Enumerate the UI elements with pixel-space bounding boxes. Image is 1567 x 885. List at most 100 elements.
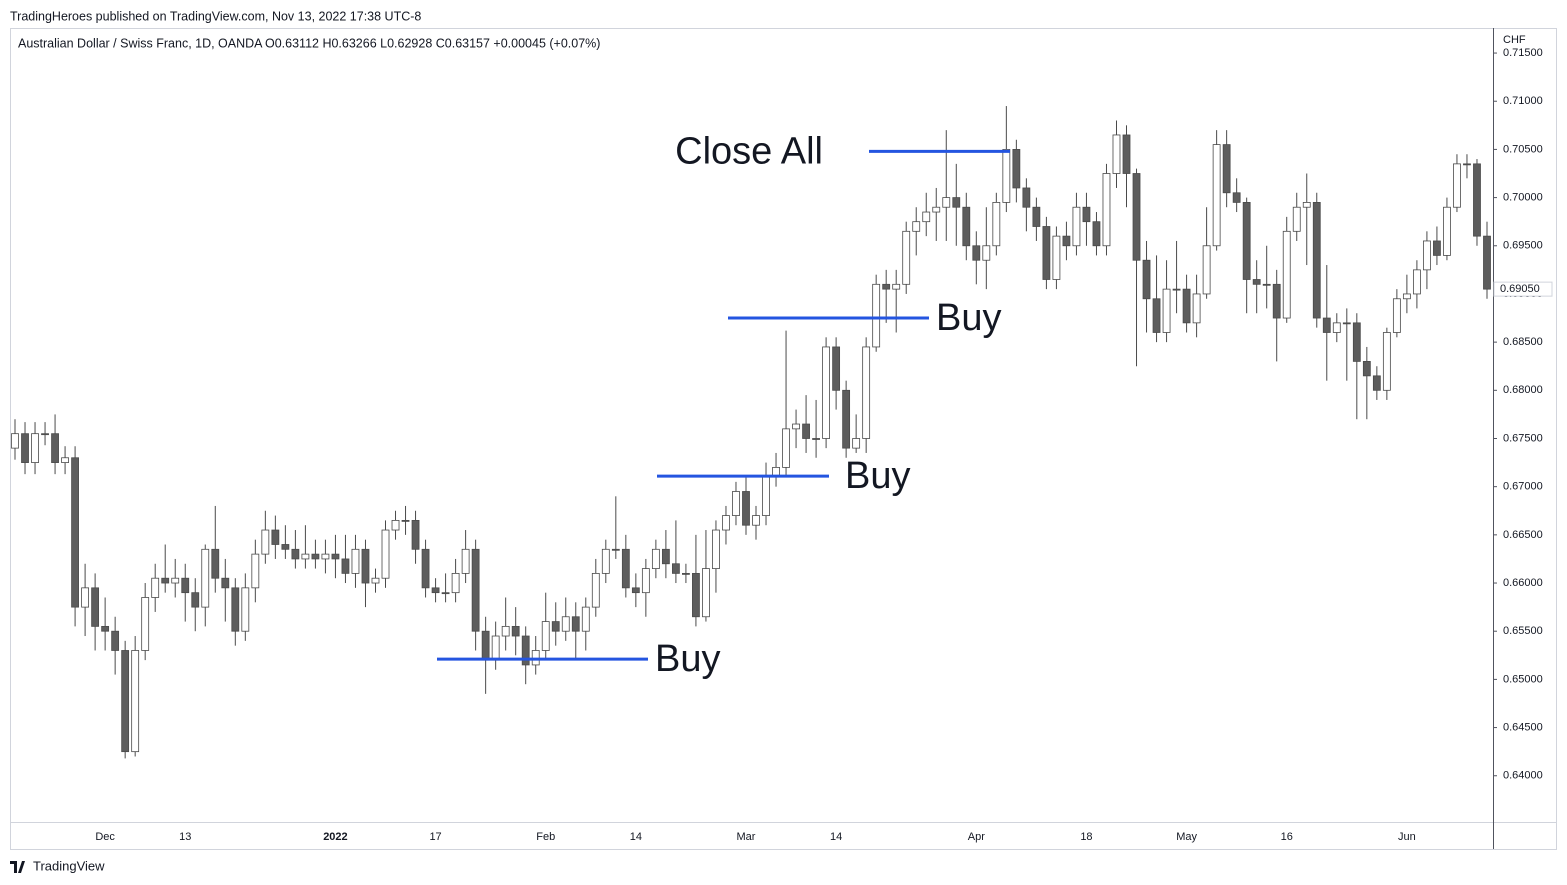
- candle-body: [61, 457, 69, 463]
- y-tick-label: 0.65000: [1503, 673, 1543, 685]
- candle-body: [762, 476, 770, 516]
- candle-body: [842, 389, 851, 449]
- candle-body: [1433, 240, 1441, 256]
- y-tick-label: 0.67000: [1503, 481, 1543, 493]
- candle-body: [822, 346, 831, 439]
- candle-body: [141, 597, 150, 651]
- candle-body: [291, 548, 300, 560]
- candle-body: [561, 616, 570, 632]
- footer: TradingView: [33, 858, 105, 873]
- x-tick-label: 14: [630, 831, 642, 843]
- candle-body: [1192, 293, 1201, 324]
- candle-body: [51, 433, 59, 463]
- candle-body: [1352, 322, 1361, 362]
- candle-body: [571, 616, 580, 632]
- candle-body: [912, 221, 921, 232]
- y-tick-label: 0.66000: [1503, 577, 1543, 589]
- x-tick-label: Jun: [1398, 831, 1416, 843]
- candle-body: [31, 433, 39, 463]
- candle-body: [371, 577, 380, 584]
- candle-body: [41, 433, 49, 436]
- y-tick-label: 0.71000: [1503, 95, 1543, 107]
- candle-body: [1002, 149, 1011, 203]
- candle-body: [581, 606, 590, 632]
- candle-body: [712, 529, 720, 569]
- candle-body: [1132, 173, 1141, 261]
- candle-body: [231, 587, 240, 632]
- candle-body: [1282, 230, 1291, 319]
- chart-title: Australian Dollar / Swiss Franc, 1D, OAN…: [18, 36, 263, 50]
- candle-body: [1162, 288, 1171, 333]
- candle-body: [471, 548, 480, 632]
- y-tick-label: 0.69500: [1503, 240, 1543, 252]
- candle-body: [631, 587, 640, 594]
- candle-body: [1302, 202, 1311, 208]
- candle-body: [451, 572, 460, 594]
- x-tick-label: 2022: [323, 831, 347, 843]
- candle-body: [812, 438, 820, 440]
- candle-body: [221, 577, 230, 589]
- candle-body: [161, 577, 170, 584]
- candle-body: [381, 529, 390, 579]
- candle-body: [1402, 293, 1411, 300]
- candle-body: [782, 428, 790, 468]
- candle-body: [962, 206, 971, 247]
- candle-body: [1052, 235, 1061, 280]
- candle-body: [1392, 298, 1401, 333]
- candle-body: [661, 548, 670, 565]
- candle-body: [1092, 221, 1101, 247]
- candle-body: [431, 587, 440, 594]
- x-tick-label: Dec: [95, 831, 115, 843]
- candle-body: [872, 283, 881, 348]
- candle-body: [1372, 375, 1381, 391]
- annotation-text: Buy: [655, 638, 720, 680]
- candle-body: [1412, 269, 1421, 295]
- annotation-text: Buy: [936, 297, 1001, 339]
- candle-body: [1453, 163, 1461, 208]
- y-tick-label: 0.64500: [1503, 721, 1543, 733]
- ohlc-legend: O0.63112 H0.63266 L0.62928 C0.63157 +0.0…: [265, 36, 600, 50]
- candle-body: [1152, 298, 1161, 333]
- candle-body: [591, 572, 600, 608]
- y-tick-label: 0.70500: [1503, 143, 1543, 155]
- candle-body: [81, 587, 90, 608]
- candle-body: [862, 346, 871, 439]
- y-tick-label: 0.70000: [1503, 191, 1543, 203]
- candle-body: [852, 438, 861, 449]
- candle-body: [982, 245, 991, 261]
- candle-body: [1112, 134, 1121, 174]
- candle-body: [621, 548, 630, 589]
- candle-body: [111, 630, 120, 651]
- y-tick-label: 0.65500: [1503, 625, 1543, 637]
- x-tick-label: 16: [1281, 831, 1293, 843]
- candle-body: [91, 587, 100, 627]
- candle-body: [1272, 283, 1281, 319]
- candle-body: [1312, 202, 1321, 319]
- candle-body: [671, 563, 680, 574]
- candle-body: [321, 553, 330, 560]
- candle-body: [882, 283, 891, 290]
- candle-body: [551, 621, 560, 632]
- candle-body: [1182, 288, 1191, 324]
- candle-body: [251, 553, 260, 589]
- candle-body: [1012, 149, 1021, 189]
- candle-body: [541, 621, 550, 651]
- x-tick-label: 17: [429, 831, 441, 843]
- candle-body: [261, 529, 270, 555]
- candle-body: [922, 211, 931, 223]
- candle-body: [1463, 163, 1471, 166]
- candle-body: [902, 230, 911, 285]
- candle-body: [511, 625, 520, 637]
- last-price-box: [1493, 281, 1553, 297]
- x-tick-label: 18: [1080, 831, 1092, 843]
- candle-body: [411, 519, 420, 550]
- candle-body: [952, 197, 961, 208]
- last-price-label: 0.69050: [1500, 283, 1540, 295]
- candle-body: [351, 548, 360, 574]
- candle-body: [501, 625, 510, 637]
- x-tick-label: May: [1176, 831, 1197, 843]
- candle-body: [1032, 206, 1041, 227]
- candle-body: [151, 577, 160, 598]
- x-tick-label: 13: [179, 831, 191, 843]
